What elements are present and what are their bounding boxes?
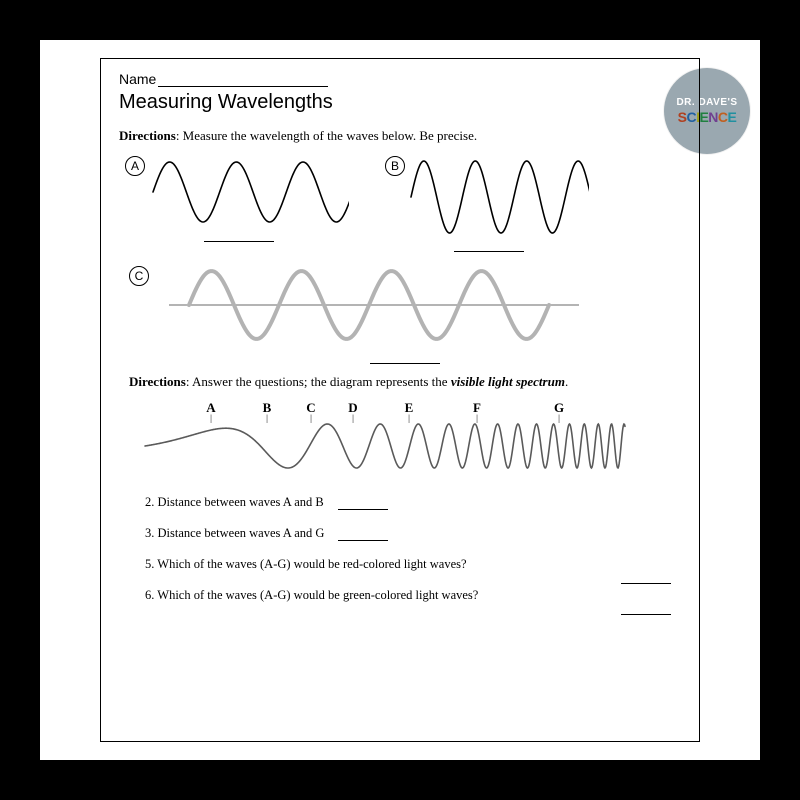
wave-block-a: A	[129, 154, 349, 252]
wave-block-c: C	[129, 260, 681, 364]
wave-a-answer-blank[interactable]	[204, 241, 274, 242]
name-blank[interactable]	[158, 86, 328, 87]
spectrum-label-d: D|	[348, 400, 357, 420]
directions-1-label: Directions	[119, 128, 176, 143]
wave-block-b: B	[389, 154, 589, 252]
wave-b-answer-blank[interactable]	[454, 251, 524, 252]
wave-c-label: C	[129, 266, 149, 286]
wave-c-answer-blank[interactable]	[370, 363, 440, 364]
wave-b-svg	[389, 154, 589, 240]
directions-2: Directions: Answer the questions; the di…	[129, 374, 681, 390]
spectrum-label-b: B|	[263, 400, 272, 420]
wave-a-label: A	[125, 156, 145, 176]
directions-2-tail: .	[565, 374, 568, 389]
directions-2-label: Directions	[129, 374, 186, 389]
directions-2-text: : Answer the questions; the diagram repr…	[186, 374, 451, 389]
wave-b-label: B	[385, 156, 405, 176]
spectrum-label-a: A|	[206, 400, 215, 420]
wave-a-svg	[129, 154, 349, 230]
spectrum-label-g: G|	[554, 400, 564, 420]
page-title: Measuring Wavelengths	[119, 91, 681, 114]
name-row: Name	[119, 71, 681, 87]
directions-1: Directions: Measure the wavelength of th…	[119, 128, 681, 144]
wave-row-ab: A B	[119, 154, 681, 252]
worksheet-page: DR. DAVE'S SCIENCE Name Measuring Wavele…	[40, 40, 760, 760]
question-5: 5. Which of the waves (A-G) would be red…	[145, 557, 671, 572]
directions-2-emph: visible light spectrum	[451, 374, 565, 389]
question-5-blank[interactable]	[621, 583, 671, 584]
question-6-blank[interactable]	[621, 614, 671, 615]
question-3-blank[interactable]	[338, 540, 388, 541]
spectrum-svg	[139, 418, 659, 474]
directions-1-text: : Measure the wavelength of the waves be…	[176, 128, 477, 143]
question-3: 3. Distance between waves A and G	[145, 526, 671, 541]
content-frame: Name Measuring Wavelengths Directions: M…	[100, 58, 700, 742]
name-label: Name	[119, 71, 156, 87]
spectrum-label-f: F|	[473, 400, 481, 420]
questions-block: 2. Distance between waves A and B 3. Dist…	[119, 495, 681, 603]
spectrum-label-row: A| B| C| D| E| F| G|	[139, 400, 681, 418]
spectrum-label-e: E|	[405, 400, 414, 420]
spectrum-label-c: C|	[306, 400, 315, 420]
question-2-blank[interactable]	[338, 509, 388, 510]
question-2: 2. Distance between waves A and B	[145, 495, 671, 510]
question-6: 6. Which of the waves (A-G) would be gre…	[145, 588, 671, 603]
wave-c-svg	[159, 260, 619, 350]
